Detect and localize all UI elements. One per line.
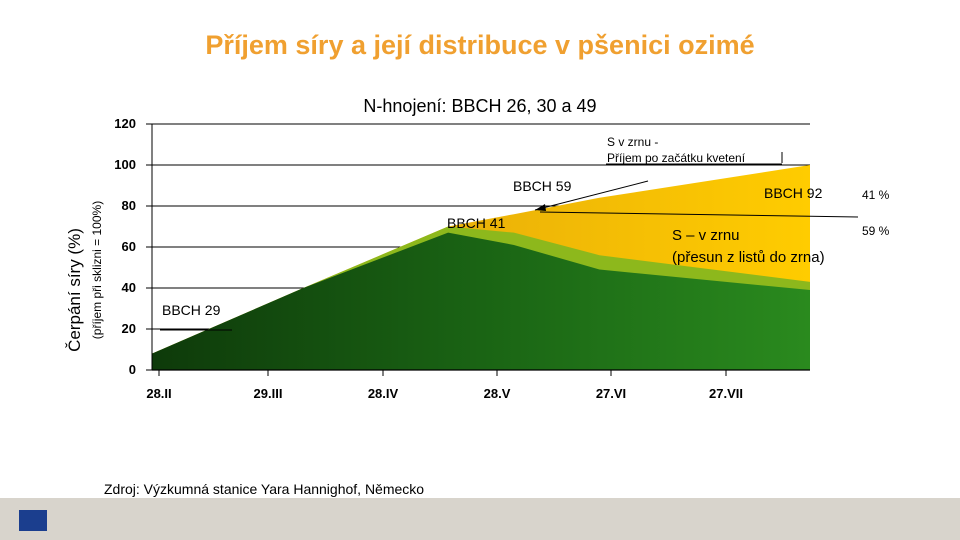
ytick-label: 100 <box>114 157 136 172</box>
series-area-0 <box>152 232 810 370</box>
pointer-arrowhead <box>535 204 546 211</box>
areas <box>152 165 810 370</box>
annotation-label: BBCH 59 <box>513 178 572 194</box>
pointer-line <box>534 180 649 211</box>
page-title: Příjem síry a její distribuce v pšenici … <box>205 30 755 60</box>
xtick-label: 27.VII <box>709 386 743 401</box>
annotation-label: Příjem po začátku kvetení <box>607 151 746 165</box>
annotation-label: BBCH 29 <box>162 302 221 318</box>
tick-labels: 0 20 40 60 80 100 120 28.II 29.III 28.IV 28.V 27.VI… <box>65 116 743 401</box>
annotation-label: S v zrnu - <box>607 135 658 149</box>
annotation-label: S – v zrnu <box>672 227 740 244</box>
ytick-label: 120 <box>114 116 136 131</box>
xtick-label: 27.VI <box>596 386 626 401</box>
ytick-label: 0 <box>129 362 136 377</box>
annotation-label: 59 % <box>862 224 890 238</box>
annotation-label: BBCH 41 <box>447 215 506 231</box>
chart-title: N-hnojení: BBCH 26, 30 a 49 <box>363 96 597 116</box>
y-axis-label: Čerpání síry (%) <box>65 228 84 352</box>
xtick-label: 28.IV <box>368 386 399 401</box>
annotation-label: BBCH 92 <box>764 185 823 201</box>
ytick-label: 80 <box>122 198 136 213</box>
split-line <box>539 211 859 218</box>
ytick-label: 40 <box>122 280 136 295</box>
y-axis-sublabel: (příjem při sklizni = 100%) <box>90 201 104 339</box>
xtick-label: 29.III <box>254 386 283 401</box>
annotations: BBCH 29 BBCH 41 BBCH 59 BBCH 92 S v zrnu - Př… <box>160 135 890 331</box>
axes <box>151 124 810 376</box>
xtick-label: 28.V <box>484 386 511 401</box>
yara-logo-icon <box>19 510 47 531</box>
annotation-label: 41 % <box>862 188 890 202</box>
ytick-label: 20 <box>122 321 136 336</box>
footer-bar <box>0 498 960 540</box>
annotation-label: (přesun z listů do zrna) <box>672 249 825 266</box>
xtick-label: 28.II <box>146 386 171 401</box>
ytick-label: 60 <box>122 239 136 254</box>
source-note: Zdroj: Výzkumná stanice Yara Hannighof, … <box>104 481 425 497</box>
